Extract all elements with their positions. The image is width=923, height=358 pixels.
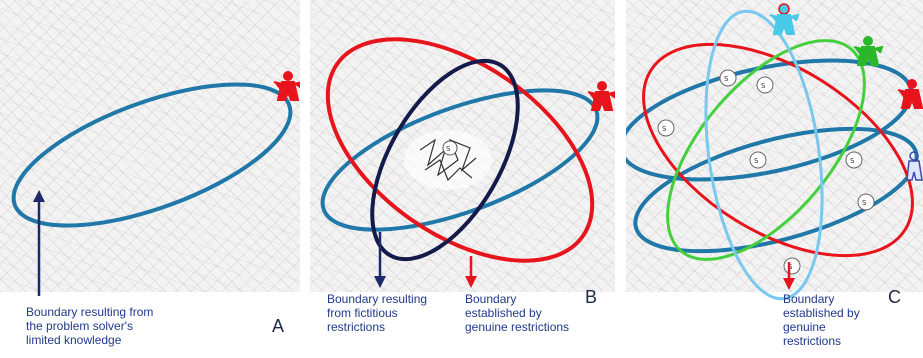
panel-label-b: B <box>585 287 598 307</box>
panel-a: Boundary resulting from the problem solv… <box>0 0 300 358</box>
svg-text:S: S <box>788 263 793 271</box>
svg-text:S: S <box>761 82 766 90</box>
svg-text:S: S <box>850 157 855 165</box>
panel-b-drawing: S <box>320 37 615 288</box>
solution-marker-b <box>442 140 458 156</box>
svg-text:S: S <box>754 157 759 165</box>
fictitious-arrow-head <box>374 276 386 288</box>
svg-text:S: S <box>662 125 667 133</box>
solution-marker: S <box>719 69 737 87</box>
solution-marker: S <box>845 151 863 169</box>
solution-marker: S <box>857 193 875 211</box>
solution-marker: S <box>749 151 767 169</box>
caption-fictitious-restrictions: Boundary resulting from fictitious restr… <box>327 292 428 334</box>
person-red-icon <box>587 81 615 111</box>
solution-label-b: S <box>446 145 451 153</box>
panel-c: S S S S S S S Boundary established by ge… <box>626 0 923 358</box>
person-red-icon <box>897 79 923 109</box>
solution-markers-c: S S S S S S S <box>657 69 875 275</box>
center-glow <box>404 130 492 190</box>
dark-ellipse <box>370 58 520 262</box>
panel-b: S Boundary resulting from fictitious res… <box>310 0 615 358</box>
caption-limited-knowledge: Boundary resulting from the problem solv… <box>26 305 154 347</box>
panel-label-c: C <box>888 287 901 307</box>
svg-text:S: S <box>862 199 867 207</box>
red-ellipse <box>642 42 914 258</box>
light-blue-ellipse <box>704 9 824 301</box>
person-cyan-icon <box>769 3 800 35</box>
panel-a-drawing <box>11 71 300 296</box>
scribble-icon <box>419 138 477 182</box>
knowledge-arrow-head <box>33 190 45 202</box>
panel-label-a: A <box>272 316 285 336</box>
green-ellipse <box>666 39 866 261</box>
caption-genuine-restrictions: Boundary established by genuine restrict… <box>783 292 860 348</box>
panel-c-drawing: S S S S S S S <box>626 3 923 301</box>
person-red-icon <box>273 71 300 101</box>
solution-marker: S <box>783 257 801 275</box>
genuine-arrow-head <box>465 276 477 288</box>
solution-marker: S <box>756 76 774 94</box>
person-green-icon <box>853 36 884 66</box>
red-ellipse <box>325 37 595 263</box>
caption-genuine-restrictions: Boundary established by genuine restrict… <box>465 292 570 334</box>
blue-ellipse <box>11 82 293 228</box>
genuine-arrow-head <box>783 278 795 290</box>
solution-marker: S <box>657 119 675 137</box>
person-outline-icon <box>906 151 923 181</box>
patterned-background <box>0 0 300 292</box>
svg-text:S: S <box>724 75 729 83</box>
